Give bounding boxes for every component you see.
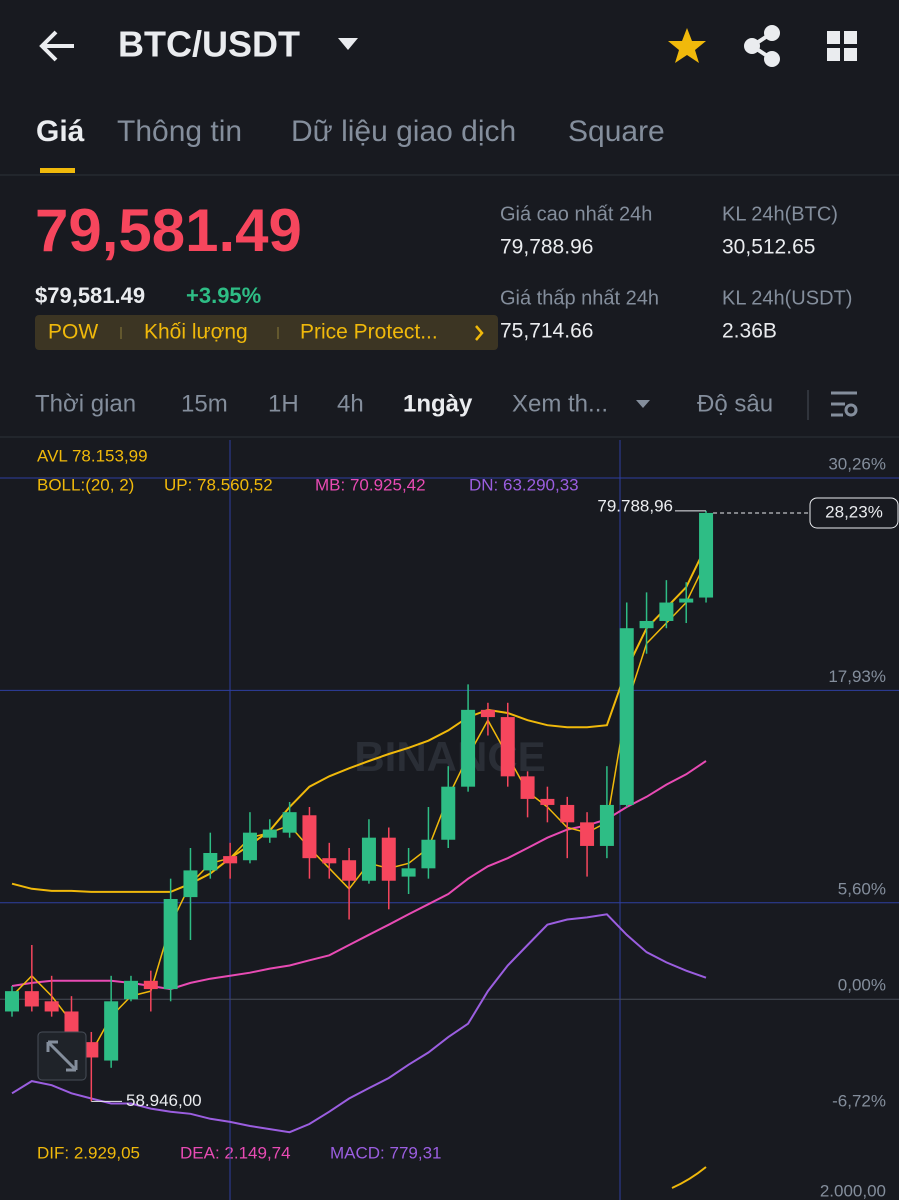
interval[interactable]: 1H — [268, 390, 299, 417]
candle-body — [540, 798, 555, 805]
candle-body — [461, 709, 476, 787]
dif-label: DIF: 2.929,05 — [37, 1143, 140, 1162]
chart: BINANCE30,26%17,93%5,60%0,00%-6,72%79.78… — [0, 440, 899, 1200]
candle-body — [5, 991, 19, 1012]
y-tick-label: 0,00% — [838, 976, 886, 995]
stat-label: Giá thấp nhất 24h — [500, 287, 659, 309]
indicator-settings-icon[interactable] — [831, 391, 858, 417]
y-tick-label: 5,60% — [838, 879, 886, 898]
layout-icon[interactable] — [827, 31, 857, 61]
candle-body — [183, 870, 198, 898]
candle-body — [699, 512, 714, 598]
candle-body — [24, 991, 39, 1007]
candle-body — [223, 856, 238, 864]
candle-body — [560, 804, 575, 823]
indicator-line — [11, 545, 707, 893]
candle-body — [421, 839, 436, 869]
back-button[interactable] — [39, 30, 74, 62]
candle-body — [361, 837, 376, 881]
candle-body — [381, 837, 396, 881]
low-label: 58.946,00 — [126, 1091, 202, 1110]
candle-body — [441, 786, 456, 840]
boll-mb: MB: 70.925,42 — [315, 475, 426, 494]
stat-value: 30,512.65 — [722, 236, 815, 259]
expand-button[interactable] — [37, 1031, 87, 1081]
tag[interactable]: Khối lượng — [144, 321, 248, 344]
interval[interactable]: 4h — [337, 390, 364, 417]
interval[interactable]: Độ sâu — [697, 390, 773, 417]
candle-body — [659, 602, 674, 621]
avl-label: AVL 78.153,99 — [37, 446, 148, 465]
candle-body — [401, 868, 416, 877]
candle-body — [143, 980, 158, 990]
candle-body — [163, 898, 178, 990]
interval[interactable]: Xem th... — [512, 390, 608, 417]
price-change: +3.95% — [186, 283, 261, 308]
candle-body — [104, 1001, 119, 1061]
y-tick-label: 17,93% — [828, 667, 886, 686]
usd-price: $79,581.49 — [35, 283, 145, 308]
stat-value: 75,714.66 — [500, 320, 593, 343]
stat-value: 79,788.96 — [500, 236, 593, 259]
stat-label: Giá cao nhất 24h — [500, 203, 652, 225]
candle-body — [342, 860, 357, 881]
tag-bar[interactable] — [35, 315, 498, 350]
share-icon[interactable] — [744, 25, 780, 67]
candle-body — [500, 717, 515, 777]
candle-body — [203, 852, 218, 871]
tab[interactable]: Thông tin — [117, 115, 242, 148]
tag[interactable]: POW — [48, 321, 98, 344]
macd-tick-label: 2.000,00 — [820, 1181, 886, 1200]
candle-body — [599, 804, 614, 846]
last-price-box — [809, 497, 899, 529]
macd-label: MACD: 779,31 — [330, 1143, 442, 1162]
last-price: 79,581.49 — [35, 197, 302, 264]
tab-indicator — [40, 168, 75, 173]
high-label: 79.788,96 — [597, 496, 673, 515]
interval[interactable]: 15m — [181, 390, 228, 417]
y-tick-label: 30,26% — [828, 454, 886, 473]
stat-label: KL 24h(BTC) — [722, 203, 838, 225]
more-dropdown[interactable] — [636, 400, 650, 408]
candle-body — [302, 815, 317, 859]
tab[interactable]: Giá — [36, 115, 85, 148]
stat-label: KL 24h(USDT) — [722, 287, 852, 309]
boll-up: UP: 78.560,52 — [164, 475, 273, 494]
last-price-label: 28,23% — [825, 502, 883, 521]
interval[interactable]: Thời gian — [35, 390, 136, 417]
tag[interactable]: Price Protect... — [300, 321, 438, 344]
boll-dn: DN: 63.290,33 — [469, 475, 579, 494]
candle-body — [123, 980, 138, 1000]
candle-body — [480, 709, 495, 718]
dea-label: DEA: 2.149,74 — [180, 1143, 291, 1162]
candle-body — [679, 598, 694, 603]
candle-body — [322, 858, 337, 864]
candle-body — [262, 829, 277, 838]
candle-body — [84, 1042, 99, 1058]
candle-body — [619, 628, 634, 805]
candle-body — [520, 776, 535, 799]
favorite-icon[interactable] — [668, 28, 706, 63]
candle-body — [44, 1001, 59, 1012]
stat-value: 2.36B — [722, 320, 777, 343]
candle-body — [639, 620, 654, 629]
y-tick-label: -6,72% — [832, 1091, 886, 1110]
macd-line — [671, 1166, 707, 1189]
boll-label: BOLL:(20, 2) — [37, 475, 134, 494]
candle-body — [580, 822, 595, 846]
tab[interactable]: Dữ liệu giao dịch — [291, 115, 516, 148]
candle-body — [282, 812, 297, 833]
symbol[interactable]: BTC/USDT — [118, 24, 300, 65]
indicator-line — [11, 913, 707, 1134]
interval[interactable]: 1ngày — [403, 390, 473, 417]
tag-arrow[interactable] — [475, 325, 484, 341]
symbol-dropdown[interactable] — [338, 38, 358, 50]
candle-body — [242, 832, 257, 861]
tab[interactable]: Square — [568, 115, 665, 148]
